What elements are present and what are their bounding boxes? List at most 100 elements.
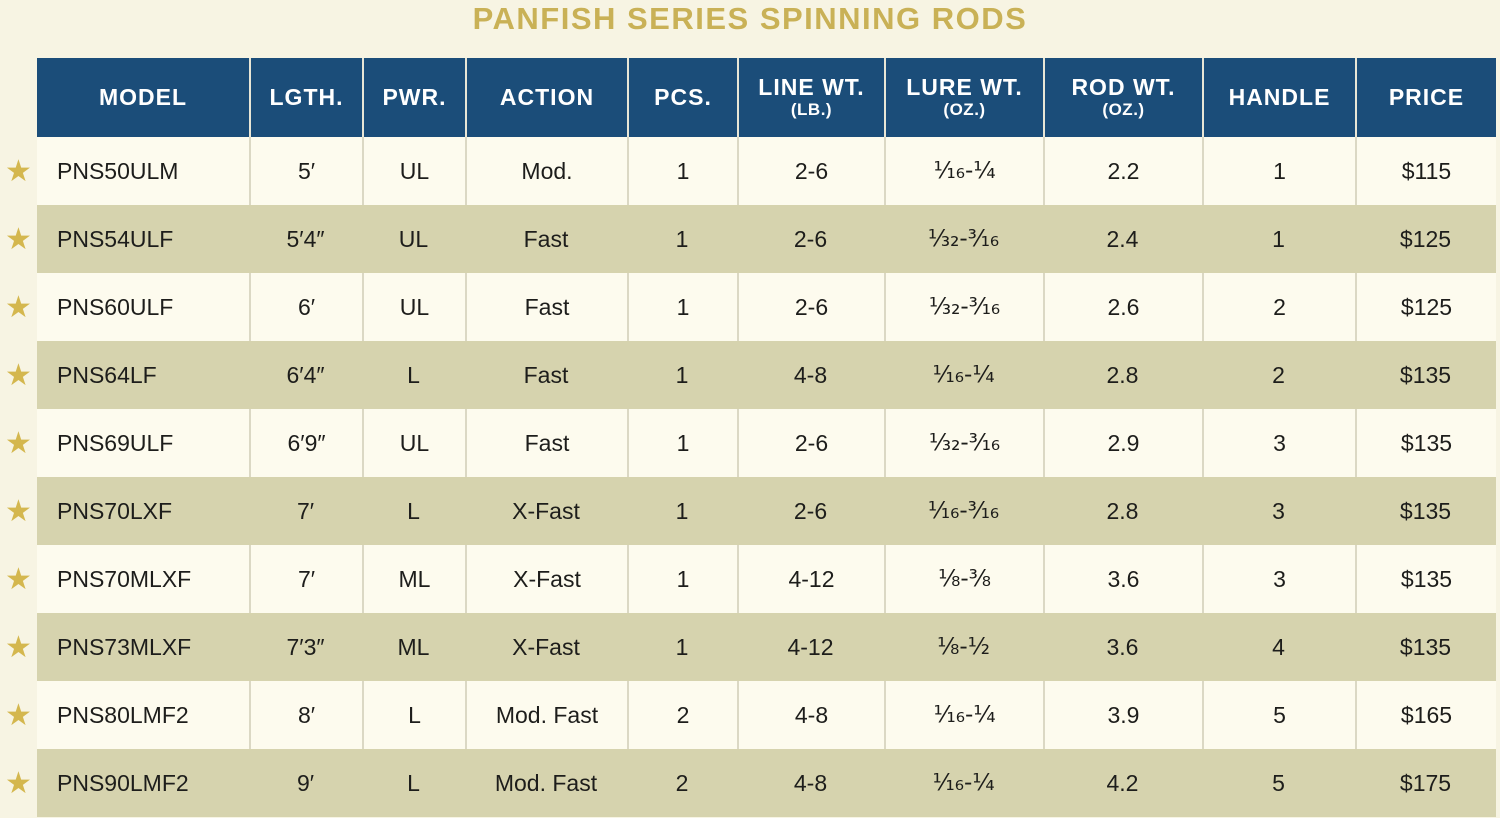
cell-handle: 3 [1272, 497, 1285, 524]
cell-rod-weight: 2.2 [1043, 137, 1202, 205]
spec-table: MODEL LGTH. PWR. ACTION PCS. LINE WT. (LB… [5, 58, 1496, 817]
cell-line-weight: 2-6 [737, 137, 884, 205]
table-row: ★ PNS90LMF2 9′ L Mod. Fast 2 4-8 ¹⁄₁₆-¹⁄… [5, 749, 1496, 817]
table-row: ★ PNS80LMF2 8′ L Mod. Fast 2 4-8 ¹⁄₁₆-¹⁄… [5, 681, 1496, 749]
column-header-action: ACTION [465, 58, 627, 137]
cell-action: Mod. [465, 137, 627, 205]
cell-action: Mod. Fast [494, 769, 598, 796]
cell-price: $135 [1355, 409, 1496, 477]
column-header-model: MODEL [37, 58, 249, 137]
cell-action: Mod. Fast [465, 681, 627, 749]
star-icon: ★ [5, 493, 32, 529]
table-row: ★ PNS73MLXF 7′3″ ML X-Fast 1 4-12 ¹⁄₈-¹⁄… [5, 613, 1496, 681]
cell-lure-weight: ¹⁄₁₆-¹⁄₄ [932, 770, 995, 796]
cell-power: ML [397, 633, 430, 660]
cell-lure-weight: ¹⁄₁₆-¹⁄₄ [884, 681, 1043, 749]
cell-power: UL [362, 137, 465, 205]
star-icon: ★ [5, 561, 32, 597]
cell-action: Fast [523, 225, 569, 252]
star-icon: ★ [5, 289, 32, 325]
cell-pieces: 1 [675, 633, 689, 660]
cell-price: $125 [1399, 225, 1452, 252]
cell-length: 6′4″ [286, 361, 325, 388]
cell-action: X-Fast [512, 633, 580, 660]
cell-line-weight: 4-8 [737, 681, 884, 749]
cell-handle: 5 [1202, 681, 1355, 749]
cell-model: PNS80LMF2 [57, 701, 189, 728]
cell-pieces: 1 [627, 273, 737, 341]
star-icon: ★ [5, 765, 32, 801]
cell-model: PNS64LF [57, 361, 157, 388]
cell-power: UL [398, 225, 429, 252]
cell-model: PNS69ULF [57, 429, 174, 456]
table-header-row: MODEL LGTH. PWR. ACTION PCS. LINE WT. (LB… [37, 58, 1496, 137]
cell-rod-weight: 2.6 [1043, 273, 1202, 341]
column-header-label: HANDLE [1228, 83, 1331, 110]
cell-handle: 2 [1272, 361, 1285, 388]
page-title: PANFISH SERIES SPINNING RODS [472, 1, 1028, 36]
cell-lure-weight: ¹⁄₁₆-¹⁄₄ [932, 362, 995, 388]
column-header-unit: (OZ.) [943, 100, 986, 120]
column-header-label: PRICE [1388, 83, 1465, 110]
cell-length: 5′4″ [286, 225, 325, 252]
cell-length: 5′ [249, 137, 362, 205]
cell-pieces: 1 [627, 137, 737, 205]
cell-line-weight: 4-8 [793, 361, 828, 388]
cell-lure-weight: ¹⁄₁₆-¹⁄₄ [884, 137, 1043, 205]
cell-line-weight: 2-6 [737, 409, 884, 477]
cell-lure-weight: ¹⁄₈-¹⁄₂ [937, 634, 990, 660]
cell-rod-weight: 2.8 [1106, 361, 1139, 388]
star-icon: ★ [5, 221, 32, 257]
cell-rod-weight: 3.6 [1106, 633, 1139, 660]
cell-length: 7′ [249, 545, 362, 613]
column-header-unit: (OZ.) [1102, 100, 1145, 120]
column-header-length: LGTH. [249, 58, 362, 137]
cell-rod-weight: 2.4 [1106, 225, 1139, 252]
cell-lure-weight: ¹⁄₁₆-³⁄₁₆ [927, 498, 1000, 524]
column-header-line-weight: LINE WT. (LB.) [737, 58, 884, 137]
cell-price: $135 [1399, 497, 1452, 524]
star-icon: ★ [5, 697, 32, 733]
cell-action: Fast [523, 361, 569, 388]
table-row: ★ PNS60ULF 6′ UL Fast 1 2-6 ¹⁄₃₂-³⁄₁₆ 2.… [5, 273, 1496, 341]
cell-rod-weight: 2.8 [1106, 497, 1139, 524]
cell-action: X-Fast [465, 545, 627, 613]
cell-action: X-Fast [512, 497, 580, 524]
cell-lure-weight: ¹⁄₃₂-³⁄₁₆ [884, 409, 1043, 477]
cell-model: PNS70MLXF [57, 565, 192, 592]
cell-pieces: 2 [675, 769, 689, 796]
cell-model: PNS73MLXF [57, 633, 192, 660]
cell-pieces: 2 [627, 681, 737, 749]
cell-price: $135 [1399, 633, 1452, 660]
column-header-lure-weight: LURE WT. (OZ.) [884, 58, 1043, 137]
column-header-handle: HANDLE [1202, 58, 1355, 137]
column-header-price: PRICE [1355, 58, 1496, 137]
cell-action: Fast [465, 273, 627, 341]
column-header-label: LINE WT. [758, 74, 865, 100]
star-icon: ★ [5, 153, 32, 189]
cell-line-weight: 4-12 [737, 545, 884, 613]
table-row: ★ PNS54ULF 5′4″ UL Fast 1 2-6 ¹⁄₃₂-³⁄₁₆ … [5, 205, 1496, 273]
column-header-label: LURE WT. [906, 74, 1023, 100]
cell-pieces: 1 [675, 497, 689, 524]
column-header-label: ROD WT. [1071, 74, 1176, 100]
cell-price: $115 [1355, 137, 1496, 205]
cell-line-weight: 2-6 [793, 497, 828, 524]
cell-lure-weight: ¹⁄₃₂-³⁄₁₆ [927, 226, 1000, 252]
cell-lure-weight: ¹⁄₃₂-³⁄₁₆ [884, 273, 1043, 341]
cell-model: PNS60ULF [57, 293, 174, 320]
cell-action: Fast [465, 409, 627, 477]
cell-power: ML [362, 545, 465, 613]
cell-price: $125 [1355, 273, 1496, 341]
cell-model: PNS54ULF [57, 225, 174, 252]
cell-rod-weight: 3.6 [1043, 545, 1202, 613]
cell-rod-weight: 4.2 [1106, 769, 1139, 796]
cell-line-weight: 2-6 [737, 273, 884, 341]
cell-power: L [362, 681, 465, 749]
column-header-rod-weight: ROD WT. (OZ.) [1043, 58, 1202, 137]
column-header-label: LGTH. [269, 83, 344, 110]
cell-lure-weight: ¹⁄₈-³⁄₈ [884, 545, 1043, 613]
cell-power: L [407, 769, 420, 796]
cell-price: $165 [1355, 681, 1496, 749]
